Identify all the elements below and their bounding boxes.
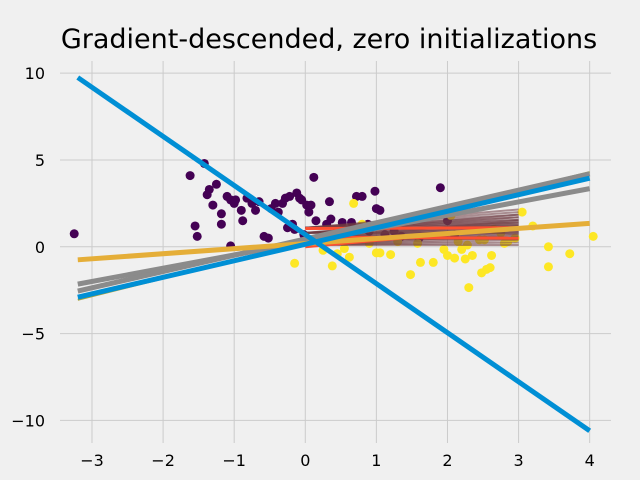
scatter-point-class-1 — [344, 252, 354, 262]
scatter-point-class-1 — [415, 257, 425, 267]
scatter-point-class-1 — [406, 270, 416, 280]
y-tick-label: 0 — [35, 238, 45, 257]
scatter-point-class-0 — [285, 191, 295, 201]
scatter-point-class-0 — [211, 179, 221, 189]
regression-lines — [76, 75, 592, 433]
scatter-point-class-0 — [185, 171, 195, 181]
series-line — [77, 171, 591, 294]
scatter-point-class-1 — [375, 248, 385, 258]
scatter-point-class-1 — [517, 207, 527, 217]
scatter-point-class-1 — [543, 262, 553, 272]
x-tick-label: −3 — [80, 451, 104, 470]
scatter-point-class-0 — [263, 233, 273, 243]
scatter-point-class-0 — [311, 216, 321, 226]
scatter-point-class-1 — [386, 250, 396, 260]
scatter-point-class-0 — [69, 229, 79, 239]
series-line — [77, 175, 591, 300]
scatter-point-class-1 — [327, 261, 337, 271]
scatter-point-class-0 — [231, 195, 241, 205]
scatter-point-class-1 — [442, 250, 452, 260]
scatter-point-class-0 — [192, 231, 202, 241]
x-tick-label: −1 — [222, 451, 246, 470]
x-tick-label: 3 — [513, 451, 523, 470]
chart-title: Gradient-descended, zero initializations — [61, 24, 597, 55]
y-tick-label: 5 — [35, 151, 45, 170]
x-tick-label: 2 — [442, 451, 452, 470]
scatter-point-class-0 — [216, 209, 226, 219]
scatter-point-class-0 — [306, 200, 316, 210]
series-line — [77, 220, 590, 263]
x-tick-label: 0 — [300, 451, 310, 470]
x-tick-label: −2 — [151, 451, 175, 470]
scatter-point-class-0 — [204, 184, 214, 194]
scatter-point-class-0 — [309, 172, 319, 182]
scatter-point-class-1 — [464, 283, 474, 293]
scatter-point-class-0 — [435, 183, 445, 193]
scatter-point-class-0 — [304, 207, 314, 217]
scatter-point-class-1 — [485, 263, 495, 273]
scatter-point-class-0 — [375, 205, 385, 215]
scatter-point-class-1 — [339, 244, 349, 254]
scatter-point-class-1 — [487, 250, 497, 260]
scatter-point-class-1 — [290, 258, 300, 268]
scatter-point-class-1 — [450, 253, 460, 263]
y-tick-label: −10 — [11, 411, 45, 430]
scatter-point-class-0 — [326, 214, 336, 224]
scatter-point-class-1 — [460, 254, 470, 264]
scatter-point-class-0 — [238, 216, 248, 226]
y-tick-label: −5 — [21, 325, 45, 344]
scatter-point-class-0 — [251, 205, 261, 215]
scatter-point-class-1 — [428, 257, 438, 267]
y-tick-label: 10 — [25, 64, 45, 83]
scatter-point-class-0 — [236, 205, 246, 215]
scatter-point-class-1 — [565, 249, 575, 259]
scatter-point-class-1 — [588, 231, 598, 241]
scatter-point-class-0 — [216, 219, 226, 229]
scatter-point-class-1 — [467, 250, 477, 260]
scatter-point-class-0 — [370, 186, 380, 196]
scatter-point-class-0 — [190, 221, 200, 231]
scatter-point-class-0 — [324, 197, 334, 207]
x-tick-label: 4 — [585, 451, 595, 470]
scatter-point-class-1 — [543, 242, 553, 252]
scatter-point-class-1 — [349, 198, 359, 208]
scatter-point-class-0 — [208, 200, 218, 210]
scatter-point-class-0 — [270, 198, 280, 208]
x-tick-label: 1 — [371, 451, 381, 470]
series-line — [76, 75, 592, 433]
x-tick-labels: −3 −2 −1 0 1 2 3 4 — [80, 451, 595, 470]
y-tick-labels: −10 −5 0 5 10 — [11, 64, 45, 430]
scatter-point-class-0 — [357, 191, 367, 201]
